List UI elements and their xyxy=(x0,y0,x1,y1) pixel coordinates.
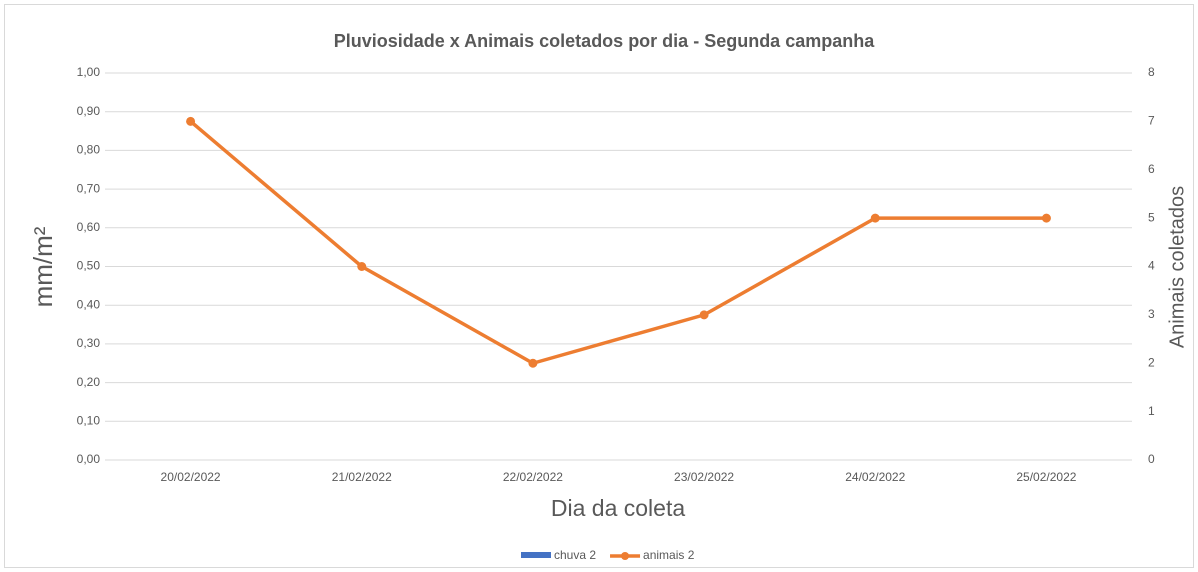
y2-tick-label: 4 xyxy=(1148,259,1155,273)
y-tick-label: 0,70 xyxy=(77,181,101,195)
chart-title: Pluviosidade x Animais coletados por dia… xyxy=(334,31,875,51)
legend-swatch xyxy=(521,552,551,558)
x-tick-label: 24/02/2022 xyxy=(845,470,905,484)
marker xyxy=(1041,213,1051,223)
marker xyxy=(870,213,880,223)
marker xyxy=(186,116,196,126)
y-tick-label: 0,90 xyxy=(77,104,101,118)
x-tick-label: 25/02/2022 xyxy=(1016,470,1076,484)
y2-tick-label: 8 xyxy=(1148,65,1155,79)
y-tick-label: 0,40 xyxy=(77,297,101,311)
y-tick-label: 1,00 xyxy=(77,65,101,79)
y2-tick-label: 5 xyxy=(1148,210,1155,224)
marker xyxy=(528,358,538,368)
y2-axis-label: Animais coletados xyxy=(1166,186,1188,348)
y2-tick-label: 2 xyxy=(1148,355,1155,369)
y-tick-label: 0,10 xyxy=(77,413,101,427)
y-tick-label: 0,50 xyxy=(77,259,101,273)
y-tick-label: 0,20 xyxy=(77,375,101,389)
legend-label: chuva 2 xyxy=(554,548,596,562)
y-tick-label: 0,30 xyxy=(77,336,101,350)
x-tick-label: 23/02/2022 xyxy=(674,470,734,484)
marker xyxy=(357,262,367,271)
legend-label: animais 2 xyxy=(643,548,695,562)
y2-tick-label: 6 xyxy=(1148,162,1155,176)
x-tick-label: 20/02/2022 xyxy=(161,470,221,484)
y2-tick-label: 0 xyxy=(1148,452,1155,466)
x-axis-label: Dia da coleta xyxy=(551,495,685,521)
chart-frame xyxy=(4,4,1194,568)
y2-tick-label: 3 xyxy=(1148,307,1155,321)
y2-tick-label: 7 xyxy=(1148,114,1155,128)
y-tick-label: 0,60 xyxy=(77,220,101,234)
marker xyxy=(699,310,709,320)
y-tick-label: 0,80 xyxy=(77,143,101,157)
x-tick-label: 22/02/2022 xyxy=(503,470,563,484)
y-axis-label: mm/m² xyxy=(28,226,58,307)
line xyxy=(189,120,1047,365)
x-tick-label: 21/02/2022 xyxy=(332,470,392,484)
y-tick-label: 0,00 xyxy=(77,452,101,466)
y2-tick-label: 1 xyxy=(1148,404,1155,418)
legend-swatch xyxy=(621,552,630,560)
